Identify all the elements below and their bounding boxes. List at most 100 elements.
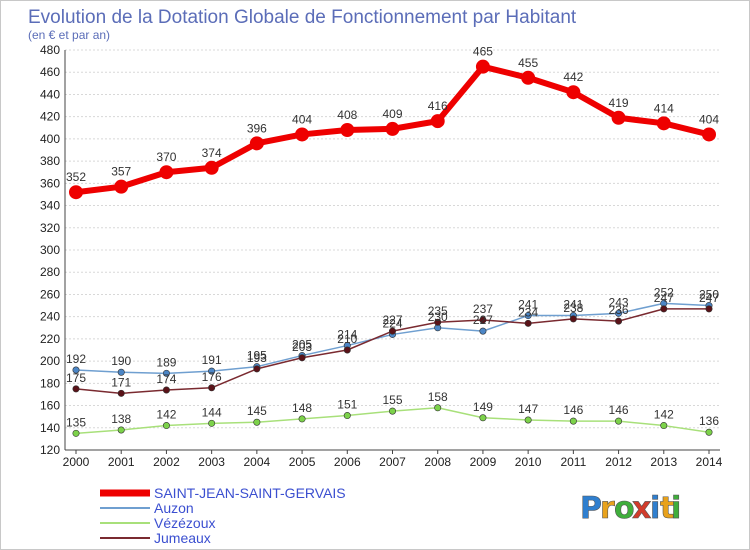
logo-letter: P bbox=[580, 491, 602, 526]
data-label: 192 bbox=[66, 352, 86, 366]
proxiti-logo: Pr oxi ti bbox=[580, 491, 682, 527]
series-2-point bbox=[705, 428, 713, 436]
x-tick-label: 2005 bbox=[289, 455, 316, 469]
data-label: 176 bbox=[202, 370, 222, 384]
data-label: 252 bbox=[654, 285, 674, 299]
series-3-point bbox=[705, 305, 713, 313]
chart-title: Evolution de la Dotation Globale de Fonc… bbox=[28, 7, 577, 28]
data-label: 236 bbox=[609, 303, 629, 317]
data-label: 465 bbox=[473, 45, 493, 59]
series-3-point bbox=[117, 389, 125, 397]
legend: SAINT-JEAN-SAINT-GERVAISAuzonVézézouxJum… bbox=[100, 485, 346, 546]
series-3-point bbox=[615, 317, 623, 325]
data-label: 235 bbox=[428, 304, 448, 318]
y-tick-label: 420 bbox=[40, 110, 60, 124]
series-1-point bbox=[117, 368, 125, 376]
legend-label: SAINT-JEAN-SAINT-GERVAIS bbox=[154, 485, 346, 501]
logo-letter: i bbox=[671, 491, 681, 526]
series-3-point bbox=[388, 327, 396, 335]
series-0-point bbox=[656, 116, 671, 131]
data-label: 155 bbox=[382, 393, 402, 407]
series-2-point bbox=[253, 418, 261, 426]
x-tick-label: 2004 bbox=[244, 455, 271, 469]
data-label: 370 bbox=[156, 150, 176, 164]
series-2-point bbox=[434, 404, 442, 412]
series-3-point bbox=[208, 384, 216, 392]
series-1-point bbox=[524, 312, 532, 320]
data-label: 189 bbox=[156, 355, 176, 369]
data-label: 247 bbox=[654, 291, 674, 305]
data-label: 174 bbox=[156, 372, 176, 386]
data-label: 171 bbox=[111, 375, 131, 389]
data-label: 250 bbox=[699, 288, 719, 302]
data-labels: 352 357 370 374 396 404 408 409 416 465 455 442 419 4… bbox=[66, 45, 719, 430]
data-label: 135 bbox=[66, 415, 86, 429]
series-3-point bbox=[524, 319, 532, 327]
y-tick-label: 280 bbox=[40, 265, 60, 279]
data-label: 247 bbox=[699, 291, 719, 305]
legend-label: Jumeaux bbox=[154, 530, 211, 546]
series-0-point bbox=[566, 85, 581, 100]
data-label: 419 bbox=[609, 96, 629, 110]
data-label: 214 bbox=[337, 328, 357, 342]
series-3-point bbox=[343, 346, 351, 354]
data-label: 238 bbox=[563, 301, 583, 315]
series-2-point bbox=[117, 426, 125, 434]
data-label: 408 bbox=[337, 108, 357, 122]
series-0-point bbox=[114, 179, 129, 194]
data-label: 142 bbox=[654, 408, 674, 422]
data-label: 203 bbox=[292, 340, 312, 354]
x-tick-label: 2002 bbox=[153, 455, 180, 469]
series-0-point bbox=[340, 123, 355, 137]
y-tick-label: 400 bbox=[40, 132, 60, 146]
series-3-point bbox=[434, 318, 442, 326]
data-label: 138 bbox=[111, 412, 131, 426]
x-tick-label: 2012 bbox=[605, 455, 632, 469]
series-2-point bbox=[615, 417, 623, 425]
data-label: 404 bbox=[699, 112, 719, 126]
x-tick-label: 2013 bbox=[650, 455, 677, 469]
series-1-point bbox=[479, 327, 487, 335]
series-0-point bbox=[475, 59, 490, 74]
data-label: 210 bbox=[337, 332, 357, 346]
y-tick-label: 120 bbox=[40, 443, 60, 457]
series-2-point bbox=[162, 422, 170, 430]
series-0-point bbox=[69, 185, 83, 200]
data-label: 147 bbox=[518, 402, 538, 416]
data-label: 148 bbox=[292, 401, 312, 415]
y-tick-label: 360 bbox=[40, 176, 60, 190]
series-3-point bbox=[479, 316, 487, 324]
data-label: 145 bbox=[247, 404, 267, 418]
series-3-point bbox=[253, 365, 261, 373]
data-label: 190 bbox=[111, 354, 131, 368]
series-0-point bbox=[295, 127, 310, 142]
x-tick-label: 2010 bbox=[515, 455, 542, 469]
data-label: 149 bbox=[473, 400, 493, 414]
x-tick-label: 2011 bbox=[560, 455, 586, 469]
y-tick-label: 220 bbox=[40, 332, 60, 346]
legend-label: Vézézoux bbox=[154, 515, 215, 531]
data-label: 175 bbox=[66, 371, 86, 385]
data-label: 241 bbox=[518, 298, 538, 312]
logo-letter: o bbox=[614, 491, 635, 526]
data-label: 243 bbox=[609, 295, 629, 309]
data-label: 205 bbox=[292, 338, 312, 352]
data-label: 357 bbox=[111, 165, 131, 179]
logo-letter: i bbox=[650, 491, 660, 526]
x-tick-label: 2000 bbox=[63, 455, 90, 469]
data-label: 455 bbox=[518, 56, 538, 70]
data-label: 352 bbox=[66, 170, 86, 184]
chart-subtitle: (en € et par an) bbox=[28, 28, 110, 42]
x-tick-label: 2014 bbox=[696, 455, 723, 469]
y-tick-label: 140 bbox=[40, 421, 60, 435]
series-3-point bbox=[569, 315, 577, 323]
data-label: 396 bbox=[247, 121, 267, 135]
data-label: 151 bbox=[337, 398, 357, 412]
y-tick-label: 380 bbox=[40, 154, 60, 168]
legend-label: Auzon bbox=[154, 500, 194, 516]
data-label: 191 bbox=[202, 353, 222, 367]
series-2-point bbox=[208, 419, 216, 427]
series-3-point bbox=[660, 305, 668, 313]
logo-letter: x bbox=[632, 491, 651, 526]
